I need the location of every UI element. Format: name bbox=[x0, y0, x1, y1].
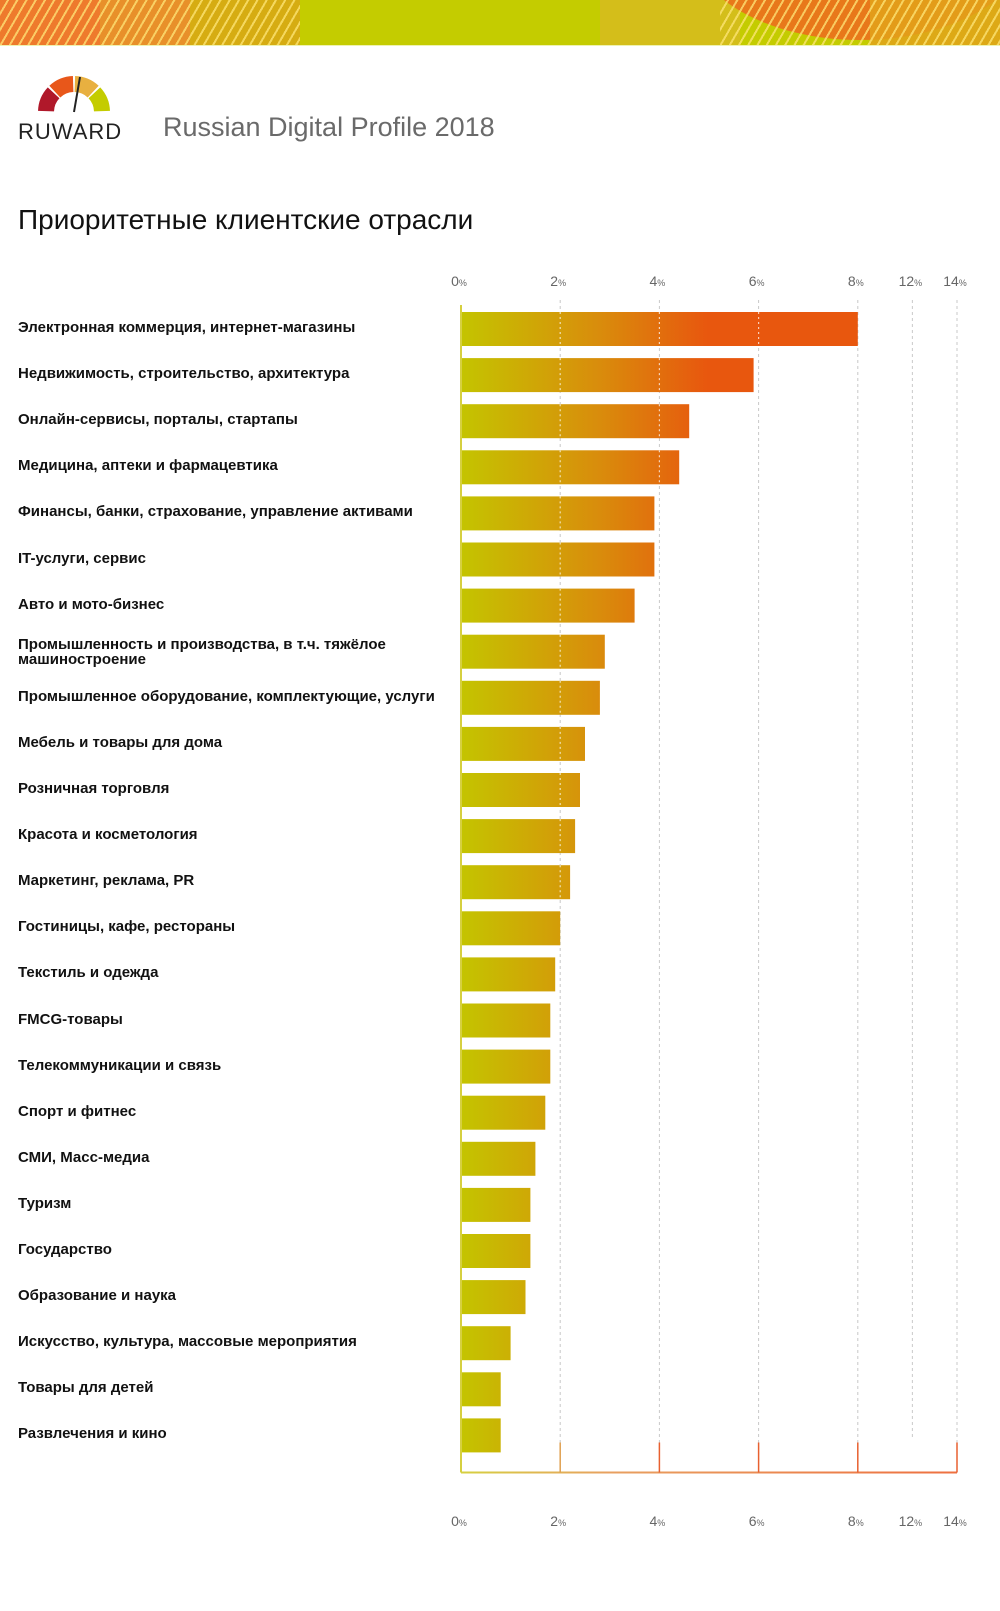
bar bbox=[461, 1372, 501, 1407]
category-label: Промышленное оборудование, комплектующие… bbox=[18, 687, 435, 705]
x-tick-label: 12% bbox=[899, 1513, 923, 1529]
x-tick-label: 12% bbox=[899, 273, 923, 289]
bar bbox=[461, 450, 680, 485]
x-tick-label: 0% bbox=[451, 1513, 467, 1529]
bar bbox=[461, 865, 571, 900]
category-label: Искусство, культура, массовые мероприяти… bbox=[18, 1333, 357, 1351]
bar bbox=[461, 1234, 531, 1268]
category-label: СМИ, Масс-медиа bbox=[18, 1148, 150, 1166]
bar bbox=[461, 680, 600, 715]
category-label: Образование и наука bbox=[18, 1287, 177, 1305]
bar bbox=[461, 588, 635, 623]
bar bbox=[461, 1003, 551, 1038]
x-tick-label: 14% bbox=[943, 1513, 967, 1529]
bar bbox=[461, 542, 655, 577]
category-label: Недвижимость, строительство, архитектура bbox=[18, 365, 350, 383]
category-label: Розничная торговля bbox=[18, 780, 170, 797]
x-tick-label: 14% bbox=[943, 273, 967, 289]
category-label: Красота и косметология bbox=[18, 826, 198, 844]
x-tick-label: 4% bbox=[649, 273, 665, 289]
x-tick-label: 4% bbox=[649, 1513, 665, 1529]
bar bbox=[461, 773, 580, 807]
category-label: IT-услуги, сервис bbox=[18, 549, 146, 567]
category-label: Развлечения и кино bbox=[18, 1425, 167, 1443]
bar bbox=[461, 911, 561, 946]
page-title: Приоритетные клиентские отрасли bbox=[18, 204, 474, 235]
ruward-logo: RUWARD bbox=[18, 72, 130, 147]
bar bbox=[461, 726, 585, 761]
bar bbox=[461, 1141, 536, 1176]
category-label: Финансы, банки, страхование, управление … bbox=[18, 503, 413, 521]
x-tick-label: 6% bbox=[749, 273, 765, 289]
category-label: Текстиль и одежда bbox=[18, 964, 159, 982]
bar bbox=[461, 404, 690, 439]
header-banner bbox=[0, 0, 1000, 46]
x-tick-label: 8% bbox=[848, 1513, 864, 1529]
bar bbox=[461, 496, 655, 531]
category-label: Телекоммуникации и связь bbox=[18, 1056, 222, 1074]
x-tick-label: 8% bbox=[848, 273, 864, 289]
category-label: Онлайн-сервисы, порталы, стартапы bbox=[18, 411, 298, 429]
category-label: Туризм bbox=[18, 1194, 72, 1212]
bar bbox=[461, 1280, 526, 1315]
category-label: Авто и мото-бизнес bbox=[18, 595, 165, 613]
bar bbox=[461, 1326, 511, 1361]
category-label: Промышленность и производства, в т.ч. тя… bbox=[18, 635, 386, 668]
category-label: Маркетинг, реклама, PR bbox=[18, 872, 195, 890]
category-label: FMCG-товары bbox=[18, 1010, 123, 1028]
category-label: Гостиницы, кафе, рестораны bbox=[18, 918, 236, 936]
category-label: Государство bbox=[18, 1241, 112, 1258]
x-tick-label: 2% bbox=[550, 1513, 566, 1529]
report-title: Russian Digital Profile 2018 bbox=[163, 112, 495, 142]
bar bbox=[461, 634, 605, 669]
x-tick-label: 2% bbox=[550, 273, 566, 289]
bar bbox=[461, 1095, 546, 1130]
bar bbox=[461, 358, 754, 393]
category-label: Мебель и товары для дома bbox=[18, 733, 223, 751]
brand-name: RUWARD bbox=[18, 119, 123, 144]
bar bbox=[461, 957, 556, 992]
gauge-icon bbox=[38, 76, 110, 113]
bar bbox=[461, 819, 576, 854]
bar bbox=[461, 1049, 551, 1084]
bar bbox=[461, 1187, 531, 1222]
category-label: Электронная коммерция, интернет-магазины bbox=[18, 319, 356, 336]
category-label: Медицина, аптеки и фармацевтика bbox=[18, 457, 278, 475]
bar bbox=[461, 1418, 501, 1453]
category-label: Товары для детей bbox=[18, 1379, 154, 1397]
x-tick-label: 6% bbox=[749, 1513, 765, 1529]
category-label: Спорт и фитнес bbox=[18, 1102, 137, 1120]
x-tick-label: 0% bbox=[451, 273, 467, 289]
